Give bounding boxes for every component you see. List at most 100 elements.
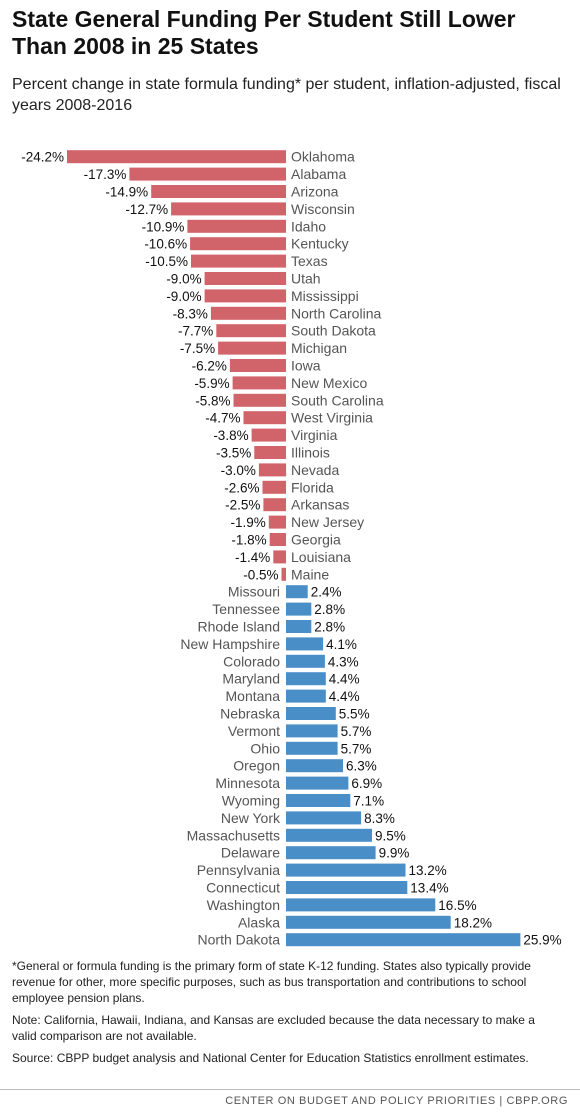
value-label: 6.3%: [346, 759, 377, 774]
bar-kentucky: [190, 237, 286, 251]
bar-missouri: [286, 585, 308, 599]
bar-north-dakota: [286, 933, 521, 947]
bar-wyoming: [286, 794, 351, 807]
bar-ohio: [286, 741, 338, 755]
category-label: North Carolina: [291, 305, 381, 321]
category-label: Mississippi: [291, 288, 359, 304]
bar-delaware: [286, 846, 376, 860]
bar-utah: [204, 272, 287, 285]
category-label: Kentucky: [291, 236, 349, 252]
bar-tennessee: [286, 602, 312, 616]
category-label: Iowa: [291, 358, 321, 374]
value-label: -5.9%: [194, 376, 229, 391]
category-label: Connecticut: [206, 880, 280, 896]
category-label: Maryland: [222, 671, 280, 687]
value-label: -9.0%: [166, 289, 201, 304]
value-label: -10.9%: [142, 219, 185, 234]
value-label: 9.5%: [375, 828, 406, 843]
footnote-note: Note: California, Hawaii, Indiana, and K…: [12, 1013, 535, 1043]
value-label: -7.5%: [180, 341, 215, 356]
value-label: -7.7%: [178, 324, 213, 339]
bar-alaska: [286, 915, 451, 929]
bar-new-jersey: [268, 515, 286, 529]
footer-divider: [0, 1089, 580, 1090]
bar-florida: [262, 480, 286, 494]
category-label: Arkansas: [291, 497, 349, 513]
bar-georgia: [269, 533, 286, 546]
category-label: Nebraska: [220, 706, 280, 722]
category-label: New Jersey: [291, 514, 364, 530]
value-label: 13.2%: [409, 863, 447, 878]
value-label: -24.2%: [21, 150, 64, 165]
value-label: 2.4%: [311, 585, 342, 600]
bar-texas: [191, 254, 286, 268]
category-label: Louisiana: [291, 549, 351, 565]
value-label: -1.4%: [235, 550, 270, 565]
value-label: -6.2%: [192, 359, 227, 374]
value-label: 4.3%: [328, 654, 359, 669]
bar-washington: [286, 898, 436, 912]
value-label: -8.3%: [173, 306, 208, 321]
category-label: New Mexico: [291, 375, 367, 391]
value-label: -0.5%: [243, 567, 278, 582]
category-label: Alaska: [238, 914, 280, 930]
bar-michigan: [218, 341, 286, 355]
bar-minnesota: [286, 776, 349, 790]
category-label: Florida: [291, 479, 334, 495]
value-label: 13.4%: [410, 881, 448, 896]
category-label: New York: [221, 810, 281, 826]
bar-virginia: [251, 428, 286, 442]
category-label: South Carolina: [291, 392, 384, 408]
value-label: -3.0%: [221, 463, 256, 478]
bar-massachusetts: [286, 828, 372, 842]
value-label: -2.5%: [225, 498, 260, 513]
value-label: -10.5%: [145, 254, 188, 269]
category-label: Virginia: [291, 427, 338, 443]
footnote-general: *General or formula funding is the prima…: [12, 959, 531, 1005]
bar-arizona: [151, 185, 286, 198]
bar-mississippi: [204, 289, 287, 303]
value-label: 4.1%: [326, 637, 357, 652]
value-label: 8.3%: [364, 811, 395, 826]
category-label: Arizona: [291, 184, 339, 200]
bar-pennsylvania: [286, 863, 406, 877]
value-label: 6.9%: [351, 776, 382, 791]
value-label: 5.5%: [339, 707, 370, 722]
category-label: Maine: [291, 566, 329, 582]
bar-maine: [281, 567, 286, 581]
category-label: Idaho: [291, 218, 326, 234]
category-label: Oregon: [233, 758, 280, 774]
category-label: Alabama: [291, 166, 346, 182]
bar-chart: -24.2% Oklahoma -17.3% Alabama -14.9% Arizona…: [21, 149, 561, 948]
bar-nevada: [258, 463, 287, 477]
category-label: New Hampshire: [180, 636, 280, 652]
value-label: -3.5%: [216, 446, 251, 461]
bar-idaho: [187, 219, 286, 233]
category-label: Rhode Island: [197, 619, 280, 635]
category-label: Washington: [207, 897, 280, 913]
footer-credit: CENTER ON BUDGET AND POLICY PRIORITIES |…: [225, 1095, 568, 1107]
value-label: -5.8%: [195, 393, 230, 408]
bar-west-virginia: [243, 411, 286, 425]
bar-vermont: [286, 724, 338, 738]
value-label: 2.8%: [314, 620, 345, 635]
bar-maryland: [286, 672, 326, 686]
value-label: 4.4%: [329, 689, 360, 704]
value-label: 5.7%: [341, 724, 372, 739]
value-label: -14.9%: [105, 185, 148, 200]
bar-oklahoma: [67, 150, 286, 164]
value-label: -12.7%: [125, 202, 168, 217]
footnote-source: Source: CBPP budget analysis and Nationa…: [12, 1051, 529, 1065]
bar-new-hampshire: [286, 637, 324, 651]
bar-arkansas: [263, 498, 286, 512]
category-label: Vermont: [228, 723, 280, 739]
category-label: South Dakota: [291, 323, 376, 339]
category-label: Delaware: [221, 845, 280, 861]
category-label: North Dakota: [198, 932, 281, 948]
bar-nebraska: [286, 707, 336, 720]
category-label: Colorado: [223, 653, 280, 669]
bar-oregon: [286, 759, 343, 773]
category-label: Wyoming: [222, 793, 280, 809]
value-label: -3.8%: [213, 428, 248, 443]
value-label: 16.5%: [438, 898, 476, 913]
